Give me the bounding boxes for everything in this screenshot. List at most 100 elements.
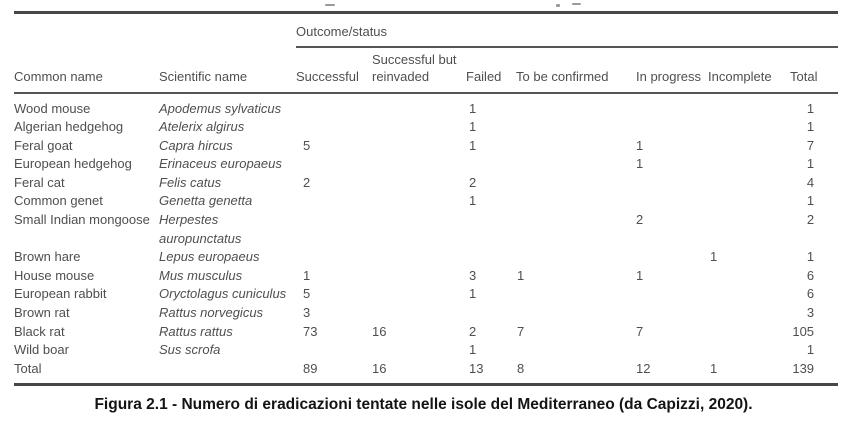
cell-successful — [296, 192, 372, 211]
cell-reinvaded — [372, 93, 466, 119]
cell-scientific-name: Lepus europaeus — [159, 249, 260, 265]
column-header-incomplete: Incomplete — [708, 46, 790, 94]
cropped-text-artifact — [572, 3, 581, 5]
cell-common-name: House mouse — [14, 267, 95, 283]
cell-common-name: Brown rat — [14, 305, 70, 321]
table-row: Wood mouse Apodemus sylvaticus 1 1 — [14, 93, 838, 119]
cell-incomplete — [708, 137, 790, 156]
cell-common-name: Small Indian mongoose — [14, 212, 150, 228]
cell-to-be-confirmed — [516, 155, 636, 174]
cell-to-be-confirmed — [516, 211, 636, 248]
cell-common-name: European hedgehog — [14, 156, 132, 172]
cell-total: 6 — [806, 267, 815, 283]
table-body: Wood mouse Apodemus sylvaticus 1 1 Algerian … — [14, 93, 838, 385]
cell-common-name: European rabbit — [14, 286, 107, 302]
table-header: Outcome/status Common name Scientific na… — [14, 12, 839, 94]
group-header-spacer — [14, 13, 296, 47]
eradications-table: Outcome/status Common name Scientific na… — [14, 11, 839, 387]
cell-scientific-name: Mus musculus — [159, 267, 243, 283]
cell-successful — [296, 211, 372, 248]
table-row: European rabbit Oryctolagus cuniculus 5 1 6 — [14, 285, 838, 304]
cell-incomplete: 1 — [710, 249, 718, 265]
cell-failed: 1 — [469, 137, 477, 153]
column-header-in-progress: In progress — [636, 46, 708, 94]
cell-incomplete — [708, 285, 790, 304]
cell-successful — [296, 118, 372, 137]
cell-incomplete — [708, 155, 790, 174]
cell-in-progress — [636, 118, 708, 137]
cell-successful: 2 — [303, 174, 311, 190]
cell-to-be-confirmed — [516, 93, 636, 119]
cell-to-be-confirmed: 7 — [517, 323, 525, 339]
cell-in-progress — [636, 93, 708, 119]
cell-reinvaded — [372, 267, 466, 286]
column-header-common-name: Common name — [14, 46, 159, 94]
cell-successful — [296, 248, 372, 267]
cell-in-progress — [636, 341, 708, 360]
cell-successful — [296, 155, 372, 174]
cell-failed — [466, 248, 516, 267]
cell-total: 1 — [806, 342, 815, 358]
cell-scientific-name: Herpestes auropunctatus — [159, 212, 242, 246]
cell-failed: 1 — [469, 100, 477, 116]
table-row: Brown hare Lepus europaeus 1 1 — [14, 248, 838, 267]
cell-incomplete — [708, 93, 790, 119]
cell-common-name: Total — [14, 360, 42, 376]
cell-in-progress — [636, 174, 708, 193]
table-row: Feral cat Felis catus 2 2 4 — [14, 174, 838, 193]
cell-to-be-confirmed — [516, 118, 636, 137]
cell-reinvaded — [372, 304, 466, 323]
cell-reinvaded — [372, 137, 466, 156]
column-header-total: Total — [790, 46, 839, 94]
column-header-failed: Failed — [466, 46, 516, 94]
cell-successful — [296, 341, 372, 360]
column-header-scientific-name: Scientific name — [159, 46, 296, 94]
cell-to-be-confirmed: 8 — [517, 360, 525, 376]
cell-reinvaded — [372, 285, 466, 304]
cell-incomplete — [708, 174, 790, 193]
cell-common-name: Wild boar — [14, 342, 69, 358]
cell-common-name: Black rat — [14, 323, 65, 339]
table-row: Common genet Genetta genetta 1 1 — [14, 192, 838, 211]
cell-common-name: Wood mouse — [14, 100, 91, 116]
column-header-successful: Successful — [296, 46, 372, 94]
cell-incomplete — [708, 323, 790, 342]
cell-failed: 3 — [469, 267, 477, 283]
cell-failed: 1 — [469, 193, 477, 209]
table-row: House mouse Mus musculus 1 3 1 1 6 — [14, 267, 838, 286]
cropped-text-artifact — [556, 4, 560, 7]
cell-reinvaded — [372, 341, 466, 360]
cell-successful: 73 — [303, 323, 318, 339]
table-row: Total 89 16 13 8 12 1 139 — [14, 360, 838, 385]
figure-caption: Figura 2.1 - Numero di eradicazioni tent… — [94, 396, 753, 413]
cell-total: 1 — [806, 249, 815, 265]
cell-total: 4 — [806, 174, 815, 190]
cell-scientific-name: Genetta genetta — [159, 193, 253, 209]
cell-failed: 1 — [469, 286, 477, 302]
cell-scientific-name — [159, 360, 296, 385]
cell-in-progress: 2 — [636, 212, 644, 228]
table-row: Brown rat Rattus norvegicus 3 3 — [14, 304, 838, 323]
cropped-text-artifact — [325, 4, 335, 6]
cell-in-progress: 1 — [636, 156, 644, 172]
cell-to-be-confirmed — [516, 341, 636, 360]
cell-successful — [296, 93, 372, 119]
cell-failed — [466, 211, 516, 248]
cell-scientific-name: Rattus rattus — [159, 323, 233, 339]
group-header-row: Outcome/status — [14, 12, 839, 48]
cell-reinvaded: 16 — [372, 360, 387, 376]
table-row: Feral goat Capra hircus 5 1 1 7 — [14, 137, 838, 156]
cell-scientific-name: Erinaceus europaeus — [159, 156, 282, 172]
cell-in-progress: 12 — [636, 360, 651, 376]
cell-reinvaded — [372, 118, 466, 137]
cell-total: 1 — [806, 193, 815, 209]
cell-successful: 89 — [303, 360, 318, 376]
cell-total: 6 — [806, 286, 815, 302]
cell-in-progress: 7 — [636, 323, 644, 339]
cell-total: 139 — [792, 360, 815, 376]
cell-successful: 1 — [303, 267, 311, 283]
cell-to-be-confirmed — [516, 285, 636, 304]
cell-failed — [466, 155, 516, 174]
cell-failed — [466, 304, 516, 323]
cell-incomplete: 1 — [710, 360, 718, 376]
